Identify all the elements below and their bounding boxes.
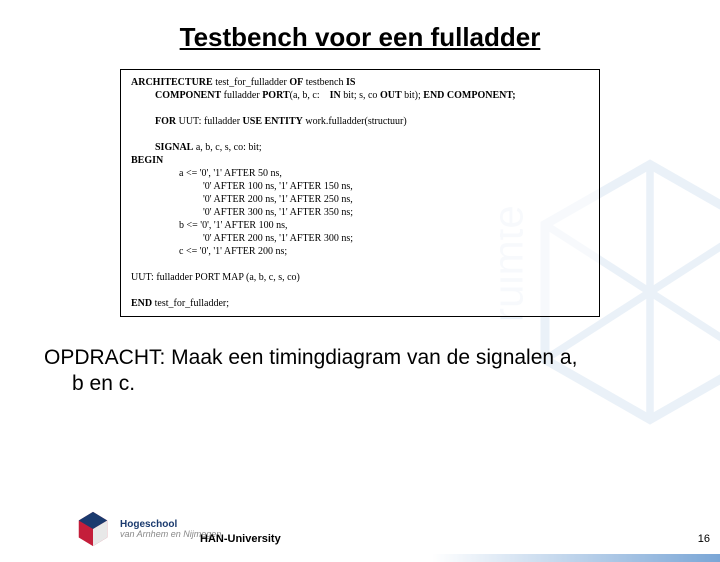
page-number: 16 <box>698 533 710 545</box>
code-line: UUT: fulladder PORT MAP (a, b, c, s, co) <box>131 271 589 284</box>
code-line: a <= '0', '1' AFTER 50 ns, <box>131 167 589 180</box>
code-blank <box>131 128 589 141</box>
code-line: '0' AFTER 200 ns, '1' AFTER 300 ns; <box>131 232 589 245</box>
bottom-stripe <box>0 554 720 562</box>
code-line: SIGNAL a, b, c, s, co: bit; <box>131 141 589 154</box>
assignment-text: OPDRACHT: Maak een timingdiagram van de … <box>44 345 690 398</box>
code-blank <box>131 284 589 297</box>
code-blank <box>131 258 589 271</box>
university-label: HAN-University <box>200 533 281 545</box>
code-line: COMPONENT fulladder PORT(a, b, c: IN bit… <box>131 89 589 102</box>
code-line: '0' AFTER 100 ns, '1' AFTER 150 ns, <box>131 180 589 193</box>
assignment-line1: OPDRACHT: Maak een timingdiagram van de … <box>44 345 690 371</box>
code-line: '0' AFTER 300 ns, '1' AFTER 350 ns; <box>131 206 589 219</box>
code-line: FOR UUT: fulladder USE ENTITY work.fulla… <box>131 115 589 128</box>
code-line: c <= '0', '1' AFTER 200 ns; <box>131 245 589 258</box>
code-block: ARCHITECTURE test_for_fulladder OF testb… <box>120 69 600 317</box>
logo-line1: Hogeschool <box>120 519 221 530</box>
logo-icon <box>74 510 112 548</box>
code-line: b <= '0', '1' AFTER 100 ns, <box>131 219 589 232</box>
footer: Hogeschool van Arnhem en Nijmegen HAN-Un… <box>0 508 720 548</box>
page-title: Testbench voor een fulladder <box>0 22 720 53</box>
code-line: BEGIN <box>131 154 589 167</box>
code-line: END test_for_fulladder; <box>131 297 589 310</box>
code-line: ARCHITECTURE test_for_fulladder OF testb… <box>131 76 589 89</box>
assignment-line2: b en c. <box>44 371 690 397</box>
code-blank <box>131 102 589 115</box>
code-line: '0' AFTER 200 ns, '1' AFTER 250 ns, <box>131 193 589 206</box>
